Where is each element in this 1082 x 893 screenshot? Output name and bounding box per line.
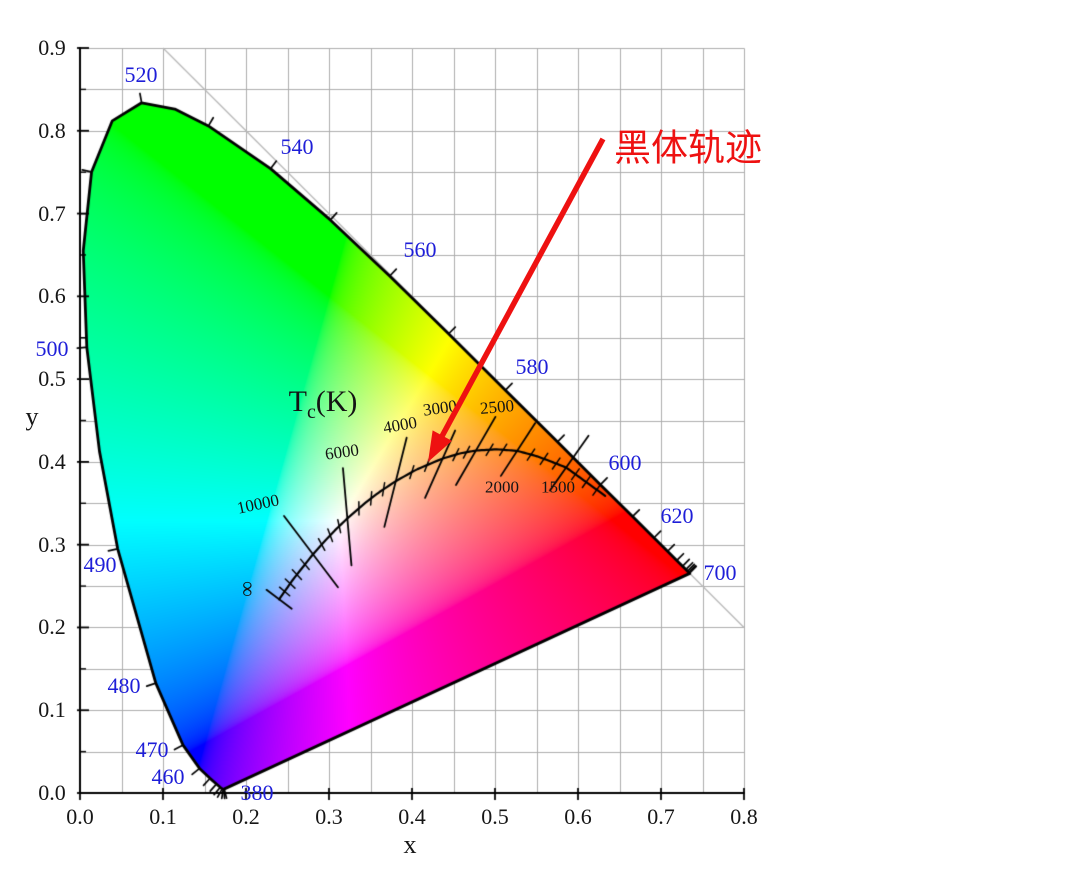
chromaticity-canvas <box>0 0 1082 893</box>
cie-chromaticity-figure: x y Tc(K) 黑体轨迹 0.0 0.1 0.2 0.3 0.4 0.5 0.6 0.7 0… <box>0 0 1082 893</box>
